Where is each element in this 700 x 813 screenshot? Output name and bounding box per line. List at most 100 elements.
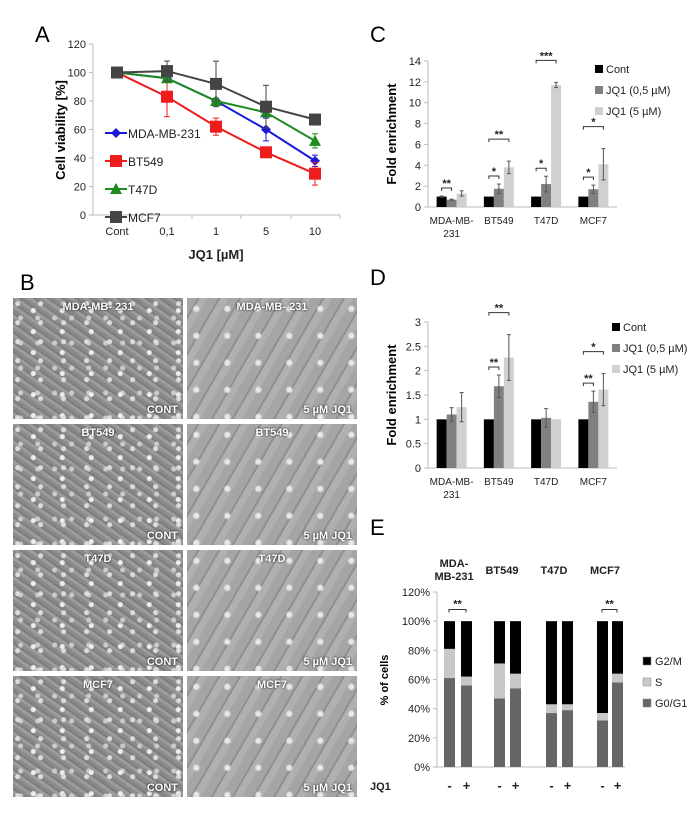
x-tick-label: MCF7 bbox=[580, 477, 608, 488]
y-tick-label: 0 bbox=[80, 210, 86, 222]
x-tick-label: 1 bbox=[213, 226, 219, 238]
micrograph-condition-label: 5 µM JQ1 bbox=[303, 782, 352, 794]
significance-bracket bbox=[535, 167, 547, 172]
stacked-segment-G0/G1 bbox=[461, 685, 472, 767]
legend-swatch bbox=[642, 677, 652, 687]
bar-JQ1 (0,5 µM)-MDA-MB-231 bbox=[446, 199, 457, 207]
significance-bracket bbox=[582, 351, 604, 355]
bar-JQ1 (0,5 µM)-T47D bbox=[541, 184, 552, 207]
legend-marker bbox=[110, 211, 122, 223]
bar-Cont-MCF7 bbox=[578, 419, 589, 468]
data-point bbox=[111, 66, 123, 79]
legend-label: JQ1 (5 µM) bbox=[606, 106, 661, 118]
bar-JQ1 (5 µM)-MCF7 bbox=[598, 164, 609, 207]
group-label: MCF7 bbox=[590, 565, 620, 577]
y-tick-label: 0 bbox=[415, 463, 421, 475]
y-tick-label: 80% bbox=[408, 645, 430, 657]
significance-label: * bbox=[586, 167, 591, 179]
significance-label: ** bbox=[605, 599, 614, 611]
significance-label: * bbox=[492, 166, 497, 178]
significance-label: * bbox=[591, 342, 596, 354]
stacked-segment-G2/M bbox=[562, 621, 573, 705]
legend-label: G0/G1 bbox=[655, 698, 687, 710]
bar-Cont-T47D bbox=[531, 419, 542, 468]
significance-bracket bbox=[488, 175, 500, 180]
stacked-segment-G2/M bbox=[510, 621, 521, 674]
panel-label-D: D bbox=[370, 265, 386, 290]
x-tick-label: Cont bbox=[105, 226, 128, 238]
legend-swatch bbox=[595, 107, 603, 115]
jq1-sign: + bbox=[512, 778, 520, 793]
y-tick-label: 14 bbox=[409, 56, 421, 68]
micrograph: T47D 5 µM JQ1 bbox=[187, 550, 357, 671]
y-tick-label: 1 bbox=[415, 414, 421, 426]
significance-bracket bbox=[535, 59, 557, 64]
x-tick-label-cont: 231 bbox=[443, 490, 460, 501]
stacked-segment-S bbox=[562, 704, 573, 711]
significance-bracket bbox=[582, 176, 594, 181]
data-point bbox=[210, 120, 222, 133]
bar-Cont-MDA-MB-231 bbox=[436, 196, 447, 207]
jq1-sign: + bbox=[463, 778, 471, 793]
significance-bracket bbox=[488, 366, 500, 371]
x-tick-label: 5 bbox=[263, 226, 269, 238]
data-point bbox=[309, 167, 321, 180]
y-tick-label: 60% bbox=[408, 675, 430, 687]
legend-label: MCF7 bbox=[128, 211, 161, 225]
micrograph-cell-label: BT549 bbox=[255, 427, 289, 439]
bar-JQ1 (5 µM)-T47D bbox=[551, 84, 562, 207]
stacked-segment-G2/M bbox=[444, 621, 455, 649]
legend-label: BT549 bbox=[128, 155, 164, 169]
data-point bbox=[309, 113, 321, 126]
jq1-sign: + bbox=[614, 778, 622, 793]
x-tick-label-cont: 231 bbox=[443, 229, 460, 240]
micrograph-cell-label: T47D bbox=[84, 553, 112, 565]
stacked-segment-S bbox=[461, 676, 472, 686]
jq1-row-label: JQ1 bbox=[370, 781, 391, 793]
y-tick-label: 80 bbox=[74, 96, 86, 108]
y-axis-title: Cell viability [%] bbox=[53, 80, 68, 180]
micrograph-condition-label: CONT bbox=[146, 404, 178, 416]
micrograph: BT549 5 µM JQ1 bbox=[187, 424, 357, 545]
legend-swatch bbox=[612, 344, 620, 352]
data-point bbox=[161, 65, 173, 78]
significance-bracket bbox=[582, 382, 594, 387]
data-point bbox=[309, 134, 321, 146]
legend-label: JQ1 (0,5 µM) bbox=[606, 85, 670, 97]
y-tick-label: 40% bbox=[408, 704, 430, 716]
y-tick-label: 2 bbox=[415, 181, 421, 193]
stacked-segment-G0/G1 bbox=[562, 710, 573, 767]
bar-JQ1 (0,5 µM)-MCF7 bbox=[588, 401, 599, 468]
stacked-segment-G0/G1 bbox=[546, 713, 557, 767]
stacked-segment-G0/G1 bbox=[510, 688, 521, 767]
jq1-sign: - bbox=[447, 778, 451, 793]
y-tick-label: 2.5 bbox=[406, 341, 421, 353]
legend-label: G2/M bbox=[655, 656, 682, 668]
stacked-segment-G0/G1 bbox=[597, 720, 608, 767]
bar-JQ1 (0,5 µM)-MCF7 bbox=[588, 189, 599, 207]
x-tick-label: T47D bbox=[534, 216, 558, 227]
micrograph-cell-label: MCF7 bbox=[83, 679, 113, 691]
y-tick-label: 8 bbox=[415, 119, 421, 131]
y-tick-label: 0% bbox=[414, 762, 430, 774]
y-axis-title: Fold enrichment bbox=[384, 344, 399, 446]
jq1-sign: - bbox=[549, 778, 553, 793]
x-axis-title: JQ1 [µM] bbox=[188, 247, 243, 262]
x-tick-label: MDA-MB- bbox=[430, 477, 474, 488]
significance-bracket bbox=[488, 138, 510, 143]
y-tick-label: 120 bbox=[68, 39, 86, 51]
stacked-segment-S bbox=[510, 673, 521, 689]
significance-bracket bbox=[582, 126, 604, 130]
stacked-segment-S bbox=[444, 648, 455, 679]
significance-bracket bbox=[601, 609, 618, 613]
bar-JQ1 (5 µM)-MCF7 bbox=[598, 389, 609, 468]
legend-label: JQ1 (0,5 µM) bbox=[623, 343, 687, 355]
significance-label: ** bbox=[453, 599, 462, 611]
y-tick-label: 0.5 bbox=[406, 439, 421, 451]
legend-swatch bbox=[595, 65, 603, 73]
x-tick-label: 10 bbox=[309, 226, 321, 238]
significance-label: *** bbox=[540, 50, 554, 62]
y-axis-title: Fold enrichment bbox=[384, 83, 399, 185]
micrograph-condition-label: 5 µM JQ1 bbox=[303, 404, 352, 416]
significance-label: ** bbox=[490, 357, 499, 369]
